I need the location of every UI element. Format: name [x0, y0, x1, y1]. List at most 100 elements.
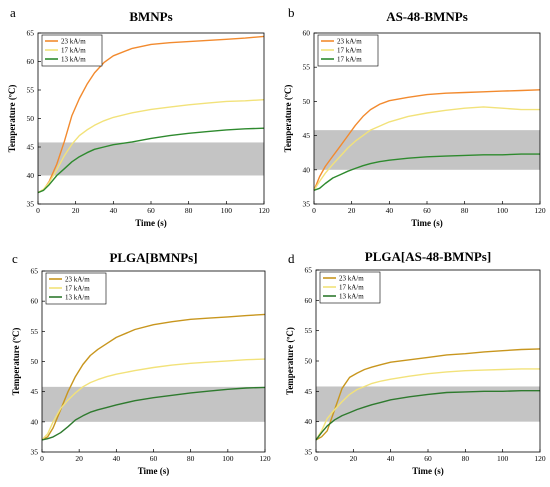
chart-title: PLGA[BMNPs]	[109, 250, 197, 265]
x-tick-label: 80	[461, 206, 469, 215]
y-tick-label: 65	[31, 267, 39, 276]
series-line-3	[313, 153, 540, 191]
chart-panel-d: d PLGA[AS-48-BMNPs] 0 20 40 60 80 100 120 35 40 45 5…	[285, 249, 546, 476]
y-tick-label: 55	[305, 326, 313, 335]
x-tick-label: 0	[36, 206, 40, 215]
x-tick-label: 100	[222, 454, 234, 463]
legend-entry-label: 17 kA/m	[65, 285, 90, 293]
therapeutic-band	[314, 130, 540, 170]
y-tick-label: 40	[303, 165, 311, 174]
x-tick-label: 80	[187, 454, 195, 463]
y-tick-label: 35	[27, 200, 35, 209]
x-tick-label: 0	[314, 454, 318, 463]
chart-title: PLGA[AS-48-BMNPs]	[365, 249, 491, 264]
x-tick-label: 40	[386, 206, 394, 215]
legend-entry-label: 13 kA/m	[65, 294, 90, 302]
y-tick-label: 50	[27, 114, 35, 123]
y-tick-label: 55	[27, 86, 35, 95]
y-tick-label: 55	[303, 63, 311, 72]
y-axis-label: Temperature (ºC)	[285, 327, 295, 395]
x-tick-label: 20	[75, 454, 83, 463]
x-tick-label: 100	[497, 454, 509, 463]
y-tick-label: 60	[305, 296, 313, 305]
chart-panel-b: b AS-48-BMNPs 0 20 40 60 80 100 120 35 40 45 50 55 60 T…	[283, 5, 546, 228]
y-tick-label: 50	[305, 357, 313, 366]
series-line-2	[41, 358, 266, 441]
legend-entry-label: 17 kA/m	[337, 56, 362, 64]
x-tick-label: 80	[462, 454, 470, 463]
chart-panel-a: a BMNPs 0 20 40 60 80 100 120 35 40 45 50 55 60 65 Time …	[7, 5, 270, 228]
therapeutic-band	[42, 386, 265, 422]
series-line-1	[313, 89, 541, 191]
y-tick-label: 65	[305, 266, 313, 275]
legend-entry-label: 23 kA/m	[61, 38, 86, 46]
x-tick-label: 20	[350, 454, 358, 463]
x-tick-label: 20	[72, 206, 80, 215]
y-tick-label: 35	[305, 448, 313, 457]
y-tick-label: 55	[31, 327, 39, 336]
chart-title: BMNPs	[129, 9, 172, 24]
panel-letter: c	[12, 251, 18, 266]
legend-entry-label: 23 kA/m	[65, 276, 90, 284]
series-line-3	[315, 390, 540, 441]
y-tick-label: 40	[305, 417, 313, 426]
x-tick-label: 100	[221, 206, 233, 215]
panel-letter: a	[10, 5, 16, 20]
legend-entry-label: 23 kA/m	[339, 275, 364, 283]
x-axis-label: Time (s)	[412, 466, 444, 476]
x-tick-label: 60	[423, 206, 431, 215]
y-axis-label: Temperature (ºC)	[7, 85, 17, 153]
legend-entry-label: 17 kA/m	[337, 47, 362, 55]
legend-entry-label: 17 kA/m	[339, 284, 364, 292]
y-tick-label: 45	[305, 387, 313, 396]
x-tick-label: 60	[150, 454, 158, 463]
legend-entry-label: 13 kA/m	[61, 56, 86, 64]
y-tick-label: 60	[31, 297, 39, 306]
y-tick-label: 65	[27, 29, 35, 38]
legend-entry-label: 13 kA/m	[339, 293, 364, 301]
x-tick-label: 60	[147, 206, 155, 215]
x-tick-label: 40	[387, 454, 395, 463]
x-tick-label: 120	[258, 206, 270, 215]
y-tick-label: 50	[303, 97, 311, 106]
x-tick-label: 120	[259, 454, 271, 463]
x-tick-label: 120	[534, 454, 546, 463]
y-tick-label: 45	[31, 387, 39, 396]
legend-entry-label: 23 kA/m	[337, 38, 362, 46]
y-axis-label: Temperature (ºC)	[11, 328, 21, 396]
x-axis-label: Time (s)	[411, 218, 443, 228]
y-tick-label: 45	[303, 131, 311, 140]
y-tick-label: 60	[27, 57, 35, 66]
x-tick-label: 40	[113, 454, 121, 463]
y-tick-label: 60	[303, 29, 311, 38]
x-tick-label: 40	[110, 206, 118, 215]
x-tick-label: 100	[497, 206, 509, 215]
series-line-2	[313, 106, 540, 191]
chart-title: AS-48-BMNPs	[386, 9, 468, 24]
y-tick-label: 35	[303, 200, 311, 209]
x-tick-label: 0	[312, 206, 316, 215]
series-line-3	[41, 386, 266, 441]
series-line-1	[37, 35, 265, 194]
legend-entry-label: 17 kA/m	[61, 47, 86, 55]
x-axis-label: Time (s)	[135, 218, 167, 228]
y-tick-label: 40	[27, 171, 35, 180]
series-line-2	[315, 368, 540, 441]
y-axis-label: Temperature (ºC)	[283, 85, 293, 153]
therapeutic-band	[38, 142, 264, 176]
x-axis-label: Time (s)	[138, 466, 170, 476]
y-tick-label: 40	[31, 417, 39, 426]
x-tick-label: 80	[185, 206, 193, 215]
panel-letter: b	[288, 5, 295, 20]
series-line-2	[37, 99, 265, 194]
y-tick-label: 45	[27, 143, 35, 152]
y-tick-label: 50	[31, 357, 39, 366]
x-tick-label: 60	[424, 454, 432, 463]
series-line-3	[37, 127, 265, 194]
x-tick-label: 20	[348, 206, 356, 215]
x-tick-label: 120	[534, 206, 546, 215]
chart-panel-c: c PLGA[BMNPs] 0 20 40 60 80 100 120 35 40 45 50 55 60 6…	[11, 250, 271, 476]
y-tick-label: 35	[31, 448, 39, 457]
x-tick-label: 0	[40, 454, 44, 463]
